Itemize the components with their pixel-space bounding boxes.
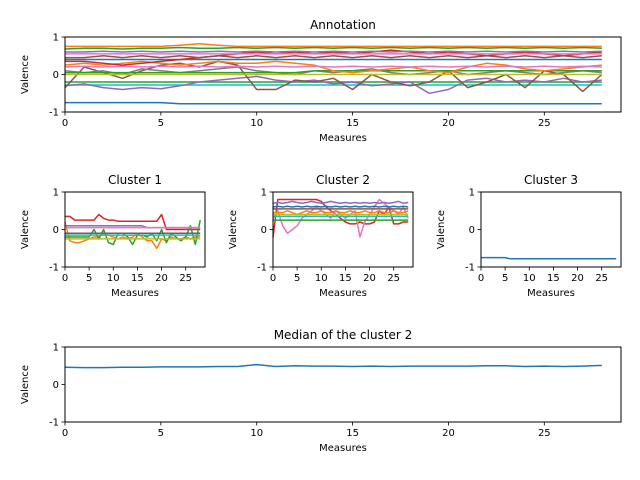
chart-title: Median of the cluster 2 [274, 328, 413, 342]
y-tick-label: 0 [469, 225, 475, 236]
x-axis-label: Measures [319, 288, 367, 299]
x-tick-label: 20 [442, 428, 455, 439]
y-tick-label: -1 [49, 418, 59, 429]
x-axis-label: Measures [527, 288, 575, 299]
y-axis-label: Valence [20, 210, 31, 249]
series-line [272, 205, 409, 208]
x-tick-label: 10 [523, 273, 536, 284]
x-tick-label: 10 [315, 273, 328, 284]
x-tick-label: 15 [346, 428, 359, 439]
chart-title: Cluster 2 [316, 173, 370, 187]
y-tick-label: 0 [53, 70, 59, 81]
x-tick-label: 10 [250, 118, 263, 129]
chart-title: Cluster 1 [108, 173, 162, 187]
y-tick-label: 0 [261, 225, 267, 236]
series-line [481, 256, 617, 260]
y-tick-label: 0 [53, 380, 59, 391]
series-line [64, 363, 602, 369]
series-line [64, 65, 602, 68]
chart-title: Annotation [310, 18, 376, 32]
x-tick-label: 25 [387, 273, 400, 284]
y-axis-label: Valence [228, 210, 239, 249]
x-tick-label: 0 [62, 273, 68, 284]
x-tick-label: 20 [442, 118, 455, 129]
y-tick-label: -1 [257, 263, 267, 274]
x-tick-label: 25 [179, 273, 192, 284]
x-tick-label: 15 [346, 118, 359, 129]
x-tick-label: 25 [538, 118, 551, 129]
series-line [272, 200, 409, 205]
x-tick-label: 10 [107, 273, 120, 284]
y-axis-label: Valence [20, 55, 31, 94]
x-tick-label: 0 [62, 428, 68, 439]
series-line [65, 50, 602, 53]
y-tick-label: 1 [53, 33, 59, 44]
x-tick-label: 25 [538, 428, 551, 439]
x-tick-label: 0 [478, 273, 484, 284]
x-tick-label: 5 [158, 428, 164, 439]
x-tick-label: 15 [547, 273, 560, 284]
y-tick-label: 1 [261, 188, 267, 199]
y-tick-label: -1 [465, 263, 475, 274]
series-line [65, 55, 602, 59]
x-tick-label: 15 [339, 273, 352, 284]
y-tick-label: 1 [53, 343, 59, 354]
x-axis-label: Measures [319, 443, 367, 454]
y-tick-label: 1 [469, 188, 475, 199]
y-tick-label: 1 [53, 188, 59, 199]
x-tick-label: 0 [270, 273, 276, 284]
x-tick-label: 5 [158, 118, 164, 129]
x-tick-label: 20 [155, 273, 168, 284]
x-tick-label: 5 [294, 273, 300, 284]
x-tick-label: 5 [502, 273, 508, 284]
y-tick-label: 0 [53, 225, 59, 236]
x-tick-label: 20 [363, 273, 376, 284]
x-tick-label: 25 [595, 273, 608, 284]
y-axis-label: Valence [20, 365, 31, 404]
series-line [65, 101, 602, 105]
x-axis-label: Measures [319, 133, 367, 144]
series-line [65, 213, 201, 231]
x-tick-label: 5 [86, 273, 92, 284]
chart-title: Cluster 3 [524, 173, 578, 187]
x-tick-label: 0 [62, 118, 68, 129]
series-line [64, 46, 602, 50]
y-axis-label: Valence [436, 210, 447, 249]
x-axis-label: Measures [111, 288, 159, 299]
series-line [65, 43, 602, 48]
series-line [64, 75, 602, 95]
x-tick-label: 15 [131, 273, 144, 284]
y-tick-label: -1 [49, 263, 59, 274]
x-tick-label: 10 [250, 428, 263, 439]
y-tick-label: -1 [49, 108, 59, 119]
x-tick-label: 20 [571, 273, 584, 284]
